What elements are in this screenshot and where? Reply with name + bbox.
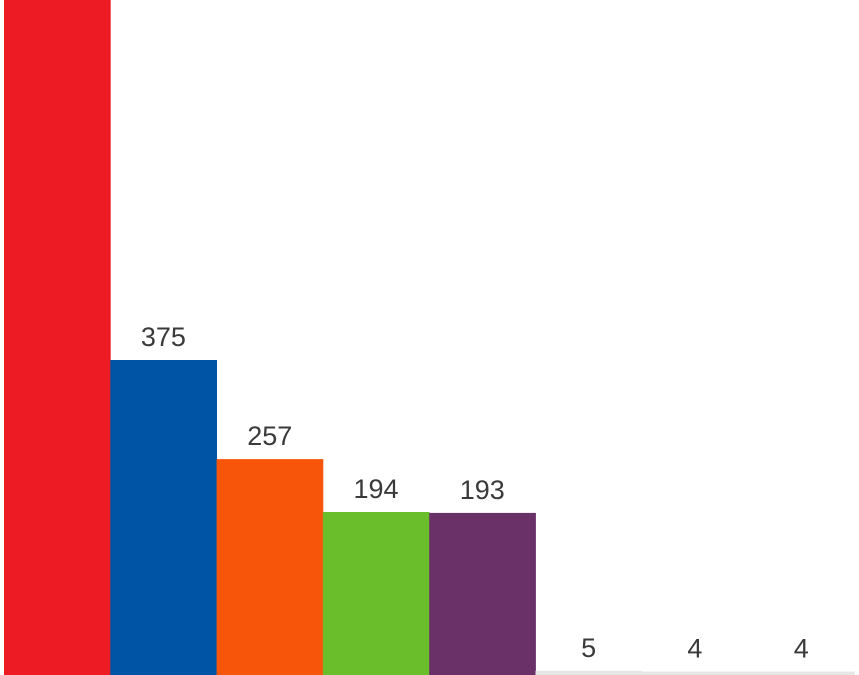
- bar-4: [429, 512, 536, 675]
- bar-6: [641, 671, 749, 675]
- bar-3: [322, 512, 430, 675]
- bar-value-label-1: 375: [141, 322, 186, 352]
- bar-1: [110, 360, 217, 675]
- bar-value-label-3: 194: [353, 474, 398, 504]
- bar-value-label-7: 4: [794, 634, 809, 664]
- bar-value-label-2: 257: [247, 421, 292, 451]
- bar-5: [535, 670, 643, 675]
- value-labels-group: 375 257 194 193 5 4 4: [141, 322, 809, 664]
- bar-value-label-6: 4: [687, 634, 702, 664]
- bar-0: [4, 0, 111, 675]
- bar-7: [748, 671, 855, 675]
- bar-value-label-5: 5: [581, 633, 596, 663]
- bar-2: [216, 459, 324, 675]
- bars-group: [4, 0, 855, 675]
- bar-value-label-4: 193: [460, 475, 505, 505]
